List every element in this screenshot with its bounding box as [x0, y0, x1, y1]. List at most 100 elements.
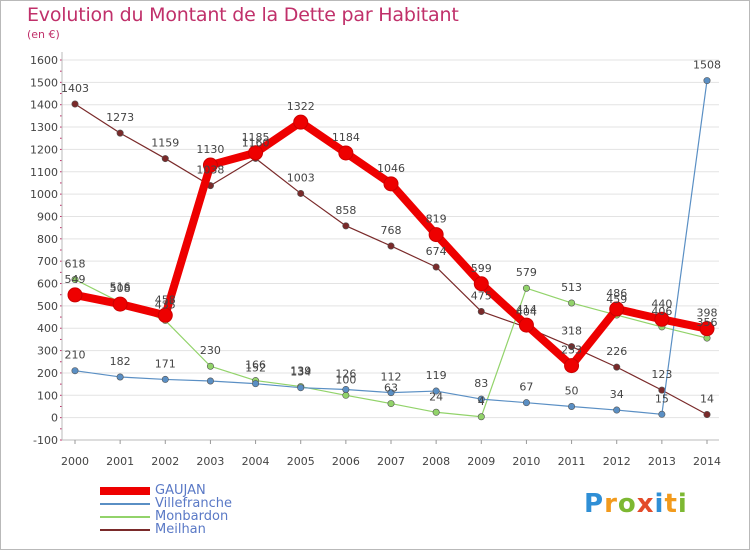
- y-tick-label: 100: [37, 389, 58, 402]
- legend-swatch: [100, 487, 150, 495]
- y-tick-label: 700: [37, 255, 58, 268]
- data-point-meilhan: [71, 100, 79, 108]
- data-label-meilhan: 404: [516, 305, 537, 318]
- data-label-villefranche: 134: [290, 366, 311, 379]
- data-point-meilhan: [297, 189, 305, 197]
- x-tick-label: 2006: [332, 455, 360, 468]
- data-point-meilhan: [387, 242, 395, 250]
- x-tick-label: 2005: [287, 455, 315, 468]
- data-label-meilhan: 1038: [196, 164, 224, 177]
- line-chart: -100 0 100 200 300 400 500 600 700 800 900 1000 1100…: [30, 52, 721, 468]
- data-label-monbardon: 356: [697, 316, 718, 329]
- x-tick-label: 2004: [242, 455, 270, 468]
- data-point-villefranche: [161, 375, 169, 383]
- data-label-meilhan: 1403: [61, 82, 89, 95]
- x-tick-label: 2013: [648, 455, 676, 468]
- data-label-gaujan: 1184: [332, 131, 360, 144]
- data-label-gaujan: 440: [651, 297, 672, 310]
- series-lines: [67, 77, 715, 421]
- y-tick-label: 1000: [30, 188, 58, 201]
- x-tick-label: 2014: [693, 455, 721, 468]
- data-label-villefranche: 171: [155, 357, 176, 370]
- data-point-monbardon: [387, 400, 395, 408]
- data-point-meilhan: [161, 155, 169, 163]
- x-tick-label: 2009: [467, 455, 495, 468]
- data-label-meilhan: 1159: [151, 137, 179, 150]
- data-point-villefranche: [71, 367, 79, 375]
- data-label-villefranche: 182: [110, 355, 131, 368]
- data-label-monbardon: 4: [478, 395, 485, 408]
- data-label-villefranche: 83: [474, 377, 488, 390]
- data-point-gaujan: [338, 145, 354, 161]
- data-point-gaujan: [112, 296, 128, 312]
- data-label-meilhan: 674: [426, 245, 447, 258]
- data-label-gaujan: 549: [65, 273, 86, 286]
- data-label-monbardon: 100: [335, 373, 356, 386]
- y-tick-label: 800: [37, 233, 58, 246]
- legend-swatch: [100, 503, 150, 505]
- data-label-monbardon: 63: [384, 382, 398, 395]
- data-label-meilhan: 1160: [242, 136, 270, 149]
- data-label-villefranche: 67: [519, 381, 533, 394]
- y-tick-label: 1300: [30, 121, 58, 134]
- data-point-villefranche: [206, 377, 214, 385]
- data-label-gaujan: 233: [561, 344, 582, 357]
- data-point-meilhan: [703, 411, 711, 419]
- x-tick-label: 2000: [61, 455, 89, 468]
- data-label-villefranche: 152: [245, 362, 266, 375]
- data-labels: 1403127311591038116010038587686744754043…: [61, 59, 721, 408]
- data-point-villefranche: [342, 385, 350, 393]
- data-label-monbardon: 406: [651, 305, 672, 318]
- y-tick-label: 400: [37, 322, 58, 335]
- legend-label: Monbardon: [155, 509, 229, 524]
- data-label-gaujan: 1322: [287, 100, 315, 113]
- data-point-monbardon: [477, 413, 485, 421]
- data-point-meilhan: [477, 307, 485, 315]
- data-point-monbardon: [568, 299, 576, 307]
- data-point-villefranche: [568, 402, 576, 410]
- data-label-villefranche: 1508: [693, 59, 721, 72]
- data-label-gaujan: 1185: [242, 131, 270, 144]
- data-point-villefranche: [297, 384, 305, 392]
- data-point-meilhan: [116, 129, 124, 137]
- data-point-gaujan: [564, 358, 580, 374]
- data-point-gaujan: [293, 114, 309, 130]
- data-label-meilhan: 475: [471, 289, 492, 302]
- data-label-villefranche: 126: [335, 367, 356, 380]
- data-label-monbardon: 459: [606, 293, 627, 306]
- data-point-villefranche: [522, 399, 530, 407]
- data-label-gaujan: 1130: [196, 143, 224, 156]
- data-label-monbardon: 579: [516, 266, 537, 279]
- data-label-monbardon: 435: [155, 298, 176, 311]
- chart-title: Evolution du Montant de la Dette par Hab…: [27, 4, 459, 26]
- y-tick-label: 200: [37, 367, 58, 380]
- data-label-villefranche: 210: [65, 349, 86, 362]
- data-label-monbardon: 24: [429, 390, 443, 403]
- data-point-villefranche: [703, 77, 711, 85]
- legend-label: Villefranche: [155, 496, 232, 511]
- y-tick-label: 500: [37, 300, 58, 313]
- data-label-meilhan: 318: [561, 325, 582, 338]
- legend-swatch: [100, 516, 150, 518]
- data-label-monbardon: 230: [200, 344, 221, 357]
- data-point-villefranche: [613, 406, 621, 414]
- data-point-gaujan: [699, 321, 715, 337]
- data-point-villefranche: [432, 387, 440, 395]
- y-axis-ticks: -100 0 100 200 300 400 500 600 700 800 900 1000 1100…: [30, 54, 58, 447]
- data-point-meilhan: [342, 222, 350, 230]
- y-tick-label: 300: [37, 345, 58, 358]
- data-point-gaujan: [428, 227, 444, 243]
- data-label-villefranche: 112: [381, 371, 402, 384]
- x-tick-label: 2012: [603, 455, 631, 468]
- x-tick-label: 2011: [558, 455, 586, 468]
- data-label-monbardon: 618: [65, 258, 86, 271]
- data-point-meilhan: [568, 343, 576, 351]
- data-point-gaujan: [473, 276, 489, 292]
- data-label-meilhan: 226: [606, 345, 627, 358]
- data-label-meilhan: 768: [381, 224, 402, 237]
- data-point-villefranche: [658, 410, 666, 418]
- legend-label: Meilhan: [155, 522, 206, 537]
- data-point-monbardon: [71, 276, 79, 284]
- y-tick-label: 1500: [30, 76, 58, 89]
- data-label-meilhan: 14: [700, 393, 714, 406]
